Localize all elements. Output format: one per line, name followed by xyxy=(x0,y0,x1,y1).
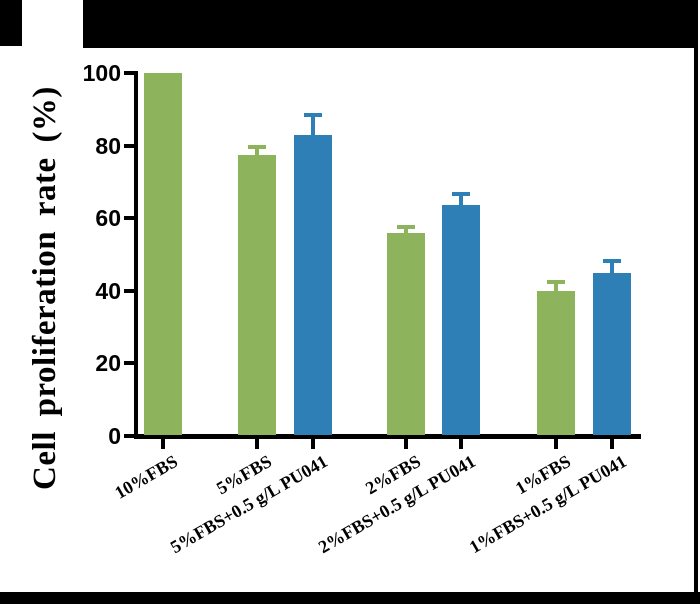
y-tick-label: 20 xyxy=(95,350,121,376)
x-tick xyxy=(459,439,463,449)
error-bar-stem xyxy=(311,115,315,137)
bar xyxy=(294,135,332,435)
bar xyxy=(387,233,425,435)
y-tick xyxy=(124,216,134,220)
top-banner xyxy=(83,0,698,48)
error-bar-stem xyxy=(459,194,463,207)
y-tick xyxy=(124,144,134,148)
x-axis-line xyxy=(134,434,641,439)
bar xyxy=(144,73,182,435)
x-tick xyxy=(311,439,315,449)
bar xyxy=(238,155,276,435)
bar xyxy=(593,273,631,435)
x-category-label: 10%FBS xyxy=(111,451,181,503)
error-bar-stem xyxy=(255,147,259,157)
error-bar-cap xyxy=(304,113,322,117)
y-tick xyxy=(124,289,134,293)
error-bar-cap xyxy=(248,145,266,149)
top-left-black-block xyxy=(0,0,22,46)
y-tick-label: 60 xyxy=(95,205,121,231)
y-tick-label: 80 xyxy=(95,133,121,159)
y-tick-label: 40 xyxy=(95,278,121,304)
error-bar-cap xyxy=(547,280,565,284)
y-tick xyxy=(124,361,134,365)
y-tick-label: 100 xyxy=(82,60,121,86)
x-tick xyxy=(161,439,165,449)
x-tick xyxy=(255,439,259,449)
y-tick xyxy=(124,434,134,438)
error-bar-cap xyxy=(452,192,470,196)
bar xyxy=(537,291,575,435)
x-tick xyxy=(554,439,558,449)
x-tick xyxy=(610,439,614,449)
error-bar-cap xyxy=(603,259,621,263)
bar xyxy=(442,205,480,435)
error-bar-cap xyxy=(397,225,415,229)
y-tick-label: 0 xyxy=(108,423,121,449)
y-axis-line xyxy=(134,71,138,439)
right-border xyxy=(694,0,698,604)
error-bar-stem xyxy=(554,282,558,293)
y-tick xyxy=(124,71,134,75)
bottom-banner xyxy=(0,592,700,604)
error-bar-stem xyxy=(404,227,408,235)
error-bar-stem xyxy=(610,261,614,275)
x-tick xyxy=(404,439,408,449)
